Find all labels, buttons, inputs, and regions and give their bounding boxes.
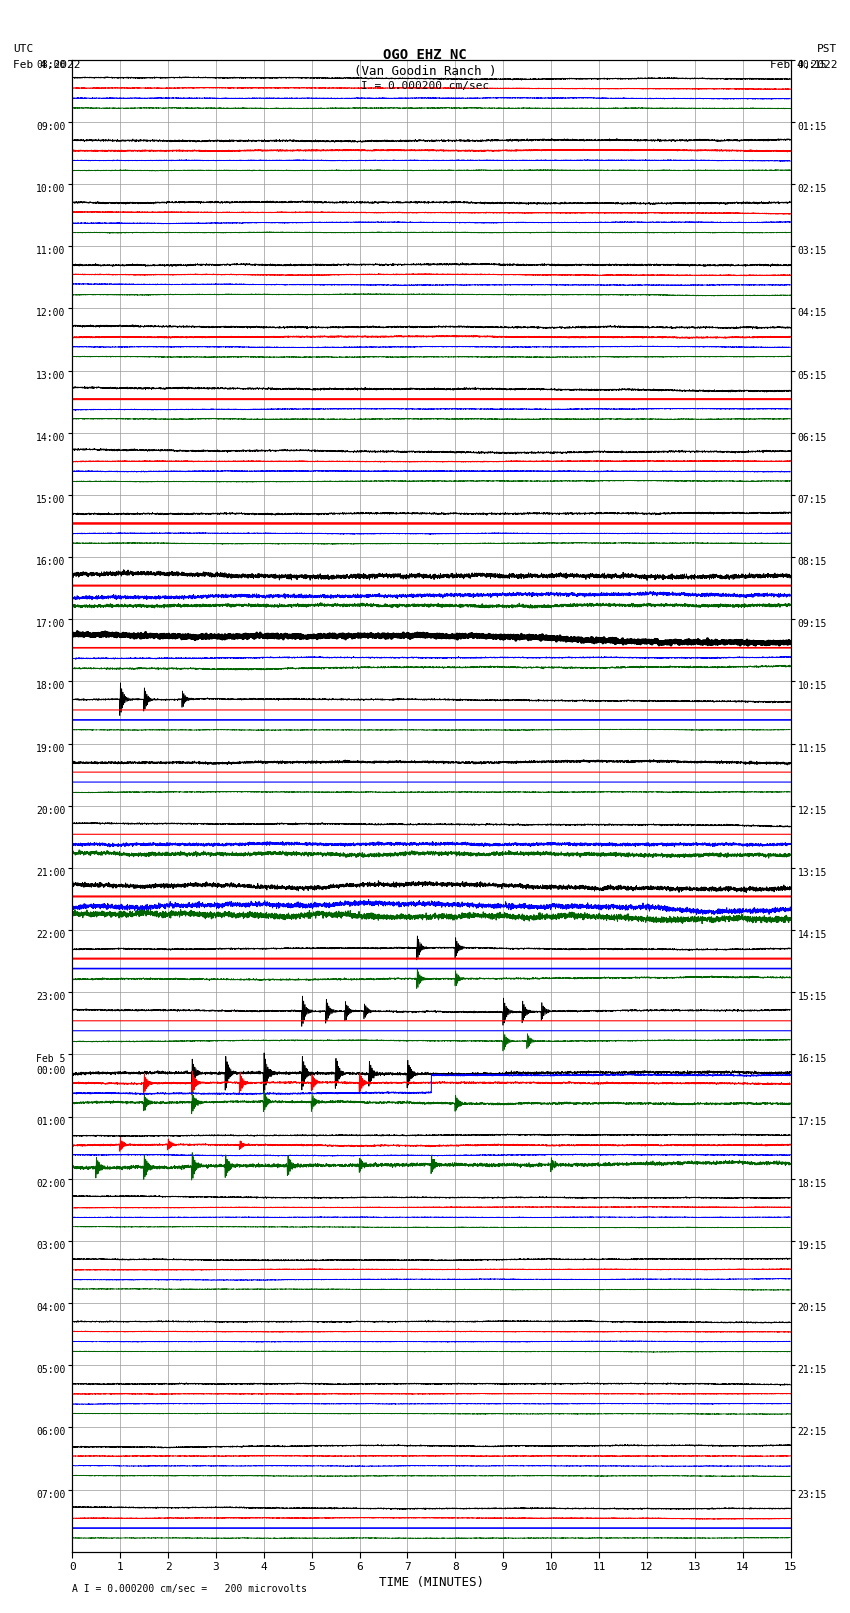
Text: (Van Goodin Ranch ): (Van Goodin Ranch ) — [354, 65, 496, 77]
Text: UTC: UTC — [13, 44, 33, 53]
Text: Feb 4,2022: Feb 4,2022 — [13, 60, 80, 69]
Text: PST: PST — [817, 44, 837, 53]
Text: Feb 4,2022: Feb 4,2022 — [770, 60, 837, 69]
Text: OGO EHZ NC: OGO EHZ NC — [383, 48, 467, 63]
Text: A I = 0.000200 cm/sec =   200 microvolts: A I = 0.000200 cm/sec = 200 microvolts — [72, 1584, 307, 1594]
Text: I = 0.000200 cm/sec: I = 0.000200 cm/sec — [361, 81, 489, 90]
X-axis label: TIME (MINUTES): TIME (MINUTES) — [379, 1576, 484, 1589]
